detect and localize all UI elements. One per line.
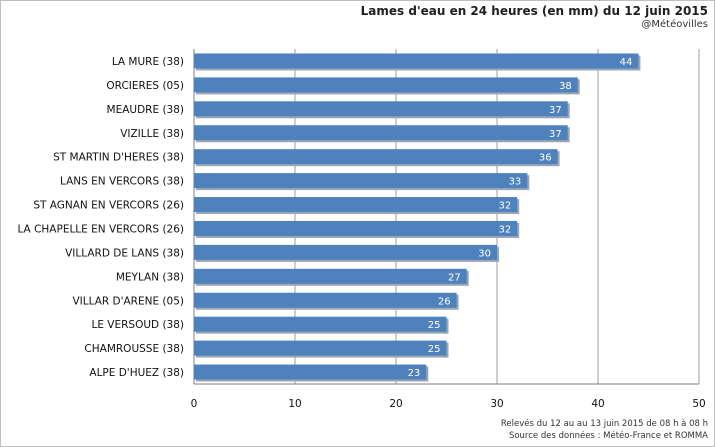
bar-value-label: 38 xyxy=(559,81,572,92)
footer-period: Relevés du 12 au au 13 juin 2015 de 08 h… xyxy=(500,419,708,429)
bar xyxy=(194,53,639,69)
x-tick-label: 20 xyxy=(389,398,402,410)
bar-value-label: 44 xyxy=(620,57,633,68)
bar xyxy=(194,340,447,356)
bar xyxy=(194,149,558,165)
category-label: ST MARTIN D'HERES (38) xyxy=(53,152,184,164)
footer-source: Source des données : Météo-France et ROM… xyxy=(508,431,708,441)
bar-value-label: 33 xyxy=(509,177,522,188)
category-label: VILLAR D'ARENE (05) xyxy=(72,295,184,307)
category-label: ST AGNAN EN VERCORS (26) xyxy=(33,200,184,212)
bar-value-label: 25 xyxy=(428,320,441,331)
category-label: LE VERSOUD (38) xyxy=(91,319,184,331)
category-label: LA CHAPELLE EN VERCORS (26) xyxy=(17,223,184,235)
bar-value-label: 27 xyxy=(448,272,461,283)
bar xyxy=(194,77,578,93)
bar xyxy=(194,364,427,380)
bar xyxy=(194,101,568,117)
chart-title: Lames d'eau en 24 heures (en mm) du 12 j… xyxy=(360,4,708,18)
bar-value-label: 25 xyxy=(428,344,441,355)
x-tick-label: 10 xyxy=(288,398,301,410)
bar-value-label: 37 xyxy=(549,129,562,140)
bar-value-label: 23 xyxy=(408,368,421,379)
bar-value-label: 30 xyxy=(478,248,491,259)
bar-value-label: 26 xyxy=(438,296,451,307)
bar xyxy=(194,316,447,332)
bar xyxy=(194,244,497,260)
bar-value-label: 37 xyxy=(549,105,562,116)
category-label: CHAMROUSSE (38) xyxy=(84,343,184,355)
bar xyxy=(194,292,457,308)
x-tick-label: 30 xyxy=(490,398,503,410)
bar-value-label: 36 xyxy=(539,153,552,164)
chart-credit: @Météovilles xyxy=(641,19,708,30)
category-label: ALPE D'HUEZ (38) xyxy=(89,367,184,379)
category-label: MEAUDRE (38) xyxy=(107,104,184,116)
bar xyxy=(194,220,518,236)
bar xyxy=(194,197,518,213)
x-tick-label: 40 xyxy=(591,398,604,410)
category-label: VILLARD DE LANS (38) xyxy=(65,247,184,259)
bar-value-label: 32 xyxy=(498,224,511,235)
category-label: ORCIERES (05) xyxy=(106,80,184,92)
category-label: VIZILLE (38) xyxy=(120,128,184,140)
bar-value-label: 32 xyxy=(498,201,511,212)
bar xyxy=(194,173,528,189)
category-label: MEYLAN (38) xyxy=(116,271,184,283)
bar xyxy=(194,125,568,141)
x-tick-label: 50 xyxy=(692,398,705,410)
x-tick-label: 0 xyxy=(191,398,198,410)
category-label: LA MURE (38) xyxy=(112,56,184,68)
category-label: LANS EN VERCORS (38) xyxy=(60,176,184,188)
bar xyxy=(194,268,467,284)
